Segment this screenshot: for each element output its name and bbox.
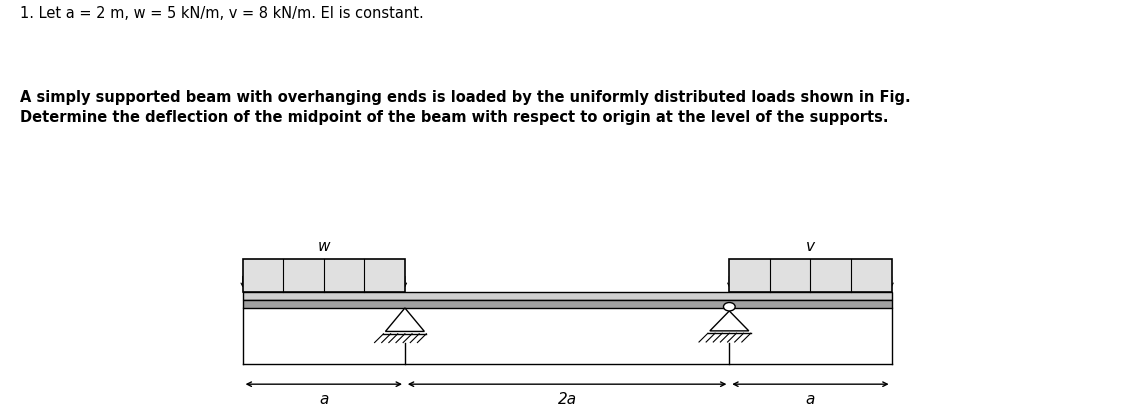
Bar xyxy=(243,291,892,300)
Bar xyxy=(243,259,405,291)
Text: w: w xyxy=(318,239,330,254)
Text: 1. Let a = 2 m, w = 5 kN/m, v = 8 kN/m. EI is constant.: 1. Let a = 2 m, w = 5 kN/m, v = 8 kN/m. … xyxy=(20,6,424,21)
Text: A simply supported beam with overhanging ends is loaded by the uniformly distrib: A simply supported beam with overhanging… xyxy=(20,90,911,125)
Polygon shape xyxy=(385,308,424,332)
Polygon shape xyxy=(710,311,749,331)
Circle shape xyxy=(723,302,736,311)
Text: 2a: 2a xyxy=(557,392,577,407)
Bar xyxy=(243,300,892,308)
Bar xyxy=(729,259,892,291)
Text: v: v xyxy=(806,239,815,254)
Text: a: a xyxy=(805,392,815,407)
Text: a: a xyxy=(319,392,329,407)
